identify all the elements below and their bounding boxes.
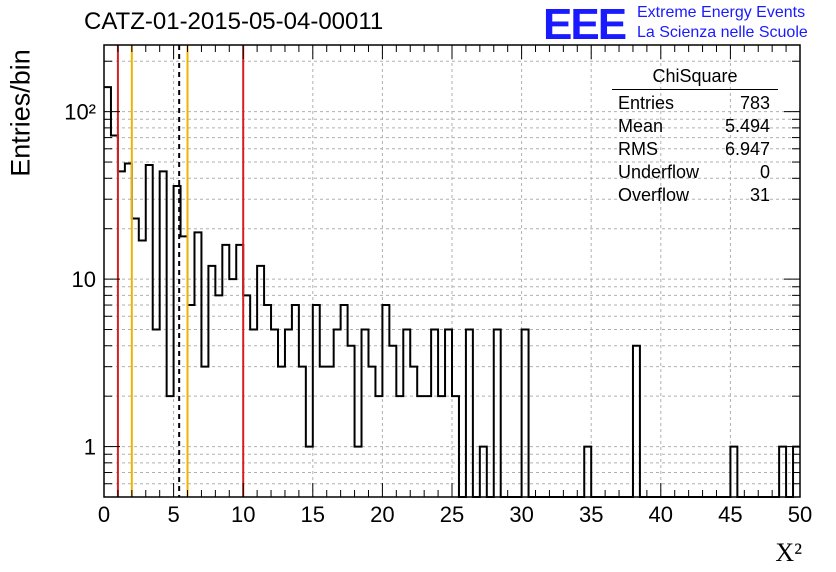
x-tick-label: 45 bbox=[718, 502, 742, 527]
histogram-bin bbox=[368, 367, 375, 497]
histogram-bin bbox=[264, 305, 271, 497]
y-tick-label: 10² bbox=[64, 100, 96, 125]
histogram-bin bbox=[410, 367, 417, 497]
x-tick-label: 30 bbox=[509, 502, 533, 527]
stats-value: 783 bbox=[739, 93, 770, 113]
histogram-bin bbox=[285, 330, 292, 497]
histogram-bin bbox=[132, 219, 139, 497]
stats-value: 5.494 bbox=[724, 116, 770, 136]
stats-row: RMS 6.947 bbox=[612, 138, 778, 161]
histogram-bin bbox=[229, 279, 236, 497]
histogram-bin bbox=[320, 367, 327, 497]
histogram-bin bbox=[445, 330, 452, 497]
histogram-bin bbox=[334, 330, 341, 497]
chart-title: CATZ-01-2015-05-04-00011 bbox=[84, 8, 384, 35]
x-tick-label: 50 bbox=[788, 502, 812, 527]
y-axis-label: Entries/bin bbox=[5, 49, 36, 177]
histogram-bin bbox=[146, 165, 153, 497]
histogram-bin bbox=[362, 330, 369, 497]
x-tick-label: 0 bbox=[98, 502, 110, 527]
stats-value: 6.947 bbox=[724, 139, 770, 159]
stats-row: Mean 5.494 bbox=[612, 115, 778, 138]
x-axis-label: X² bbox=[775, 538, 802, 567]
histogram-bin bbox=[292, 305, 299, 497]
logo-subtitle-1: Extreme Energy Events bbox=[637, 4, 806, 21]
histogram-bin bbox=[348, 346, 355, 497]
histogram-bin bbox=[201, 367, 208, 497]
histogram-bin bbox=[118, 171, 125, 497]
y-tick-label: 10 bbox=[72, 267, 96, 292]
histogram-bin bbox=[299, 367, 306, 497]
stats-row: Entries 783 bbox=[612, 92, 778, 115]
histogram-bin bbox=[522, 330, 529, 497]
histogram-bin bbox=[389, 346, 396, 497]
stats-label: Entries bbox=[618, 93, 675, 113]
eee-logo: EEE bbox=[543, 0, 627, 49]
histogram-bin bbox=[633, 346, 640, 497]
histogram-bin bbox=[431, 330, 438, 497]
histogram-bin bbox=[494, 330, 501, 497]
stats-label: RMS bbox=[618, 139, 658, 159]
histogram-bin bbox=[250, 330, 257, 497]
histogram-bin bbox=[341, 305, 348, 497]
x-tick-label: 15 bbox=[301, 502, 325, 527]
histogram-bin bbox=[153, 330, 160, 497]
histogram-bin bbox=[160, 171, 167, 497]
histogram-bin bbox=[382, 305, 389, 497]
histogram-bin bbox=[327, 367, 334, 497]
stats-row: Overflow 31 bbox=[612, 184, 778, 207]
histogram-bin bbox=[403, 330, 410, 497]
x-axis-ticks: 0 5 10 15 20 25 30 35 40 45 50 bbox=[98, 45, 812, 527]
stats-title: ChiSquare bbox=[612, 66, 778, 90]
x-tick-label: 35 bbox=[579, 502, 603, 527]
x-tick-label: 25 bbox=[440, 502, 464, 527]
x-tick-label: 20 bbox=[370, 502, 394, 527]
histogram-bin bbox=[222, 245, 229, 497]
stats-row: Underflow 0 bbox=[612, 161, 778, 184]
y-axis-ticks: 1 10 10² bbox=[64, 60, 800, 498]
histogram-bin bbox=[278, 367, 285, 497]
stats-box: ChiSquare Entries 783 Mean 5.494 RMS 6.947 Und… bbox=[612, 66, 778, 207]
stats-label: Mean bbox=[618, 116, 664, 136]
histogram-bin bbox=[188, 305, 195, 497]
histogram-bin bbox=[271, 330, 278, 497]
x-tick-label: 5 bbox=[167, 502, 179, 527]
histogram-bin bbox=[194, 232, 201, 497]
histogram-bin bbox=[236, 245, 243, 497]
stats-label: Underflow bbox=[618, 162, 700, 182]
marker-lines bbox=[116, 45, 245, 497]
logo-subtitle-2: La Scienza nelle Scuole bbox=[637, 24, 808, 41]
stats-value: 0 bbox=[759, 162, 770, 182]
stats-value: 31 bbox=[749, 185, 770, 205]
y-tick-label: 1 bbox=[84, 435, 96, 460]
x-tick-label: 40 bbox=[649, 502, 673, 527]
stats-label: Overflow bbox=[618, 185, 690, 205]
histogram-bin bbox=[466, 330, 473, 497]
x-tick-label: 10 bbox=[231, 502, 255, 527]
histogram-bin bbox=[313, 305, 320, 497]
